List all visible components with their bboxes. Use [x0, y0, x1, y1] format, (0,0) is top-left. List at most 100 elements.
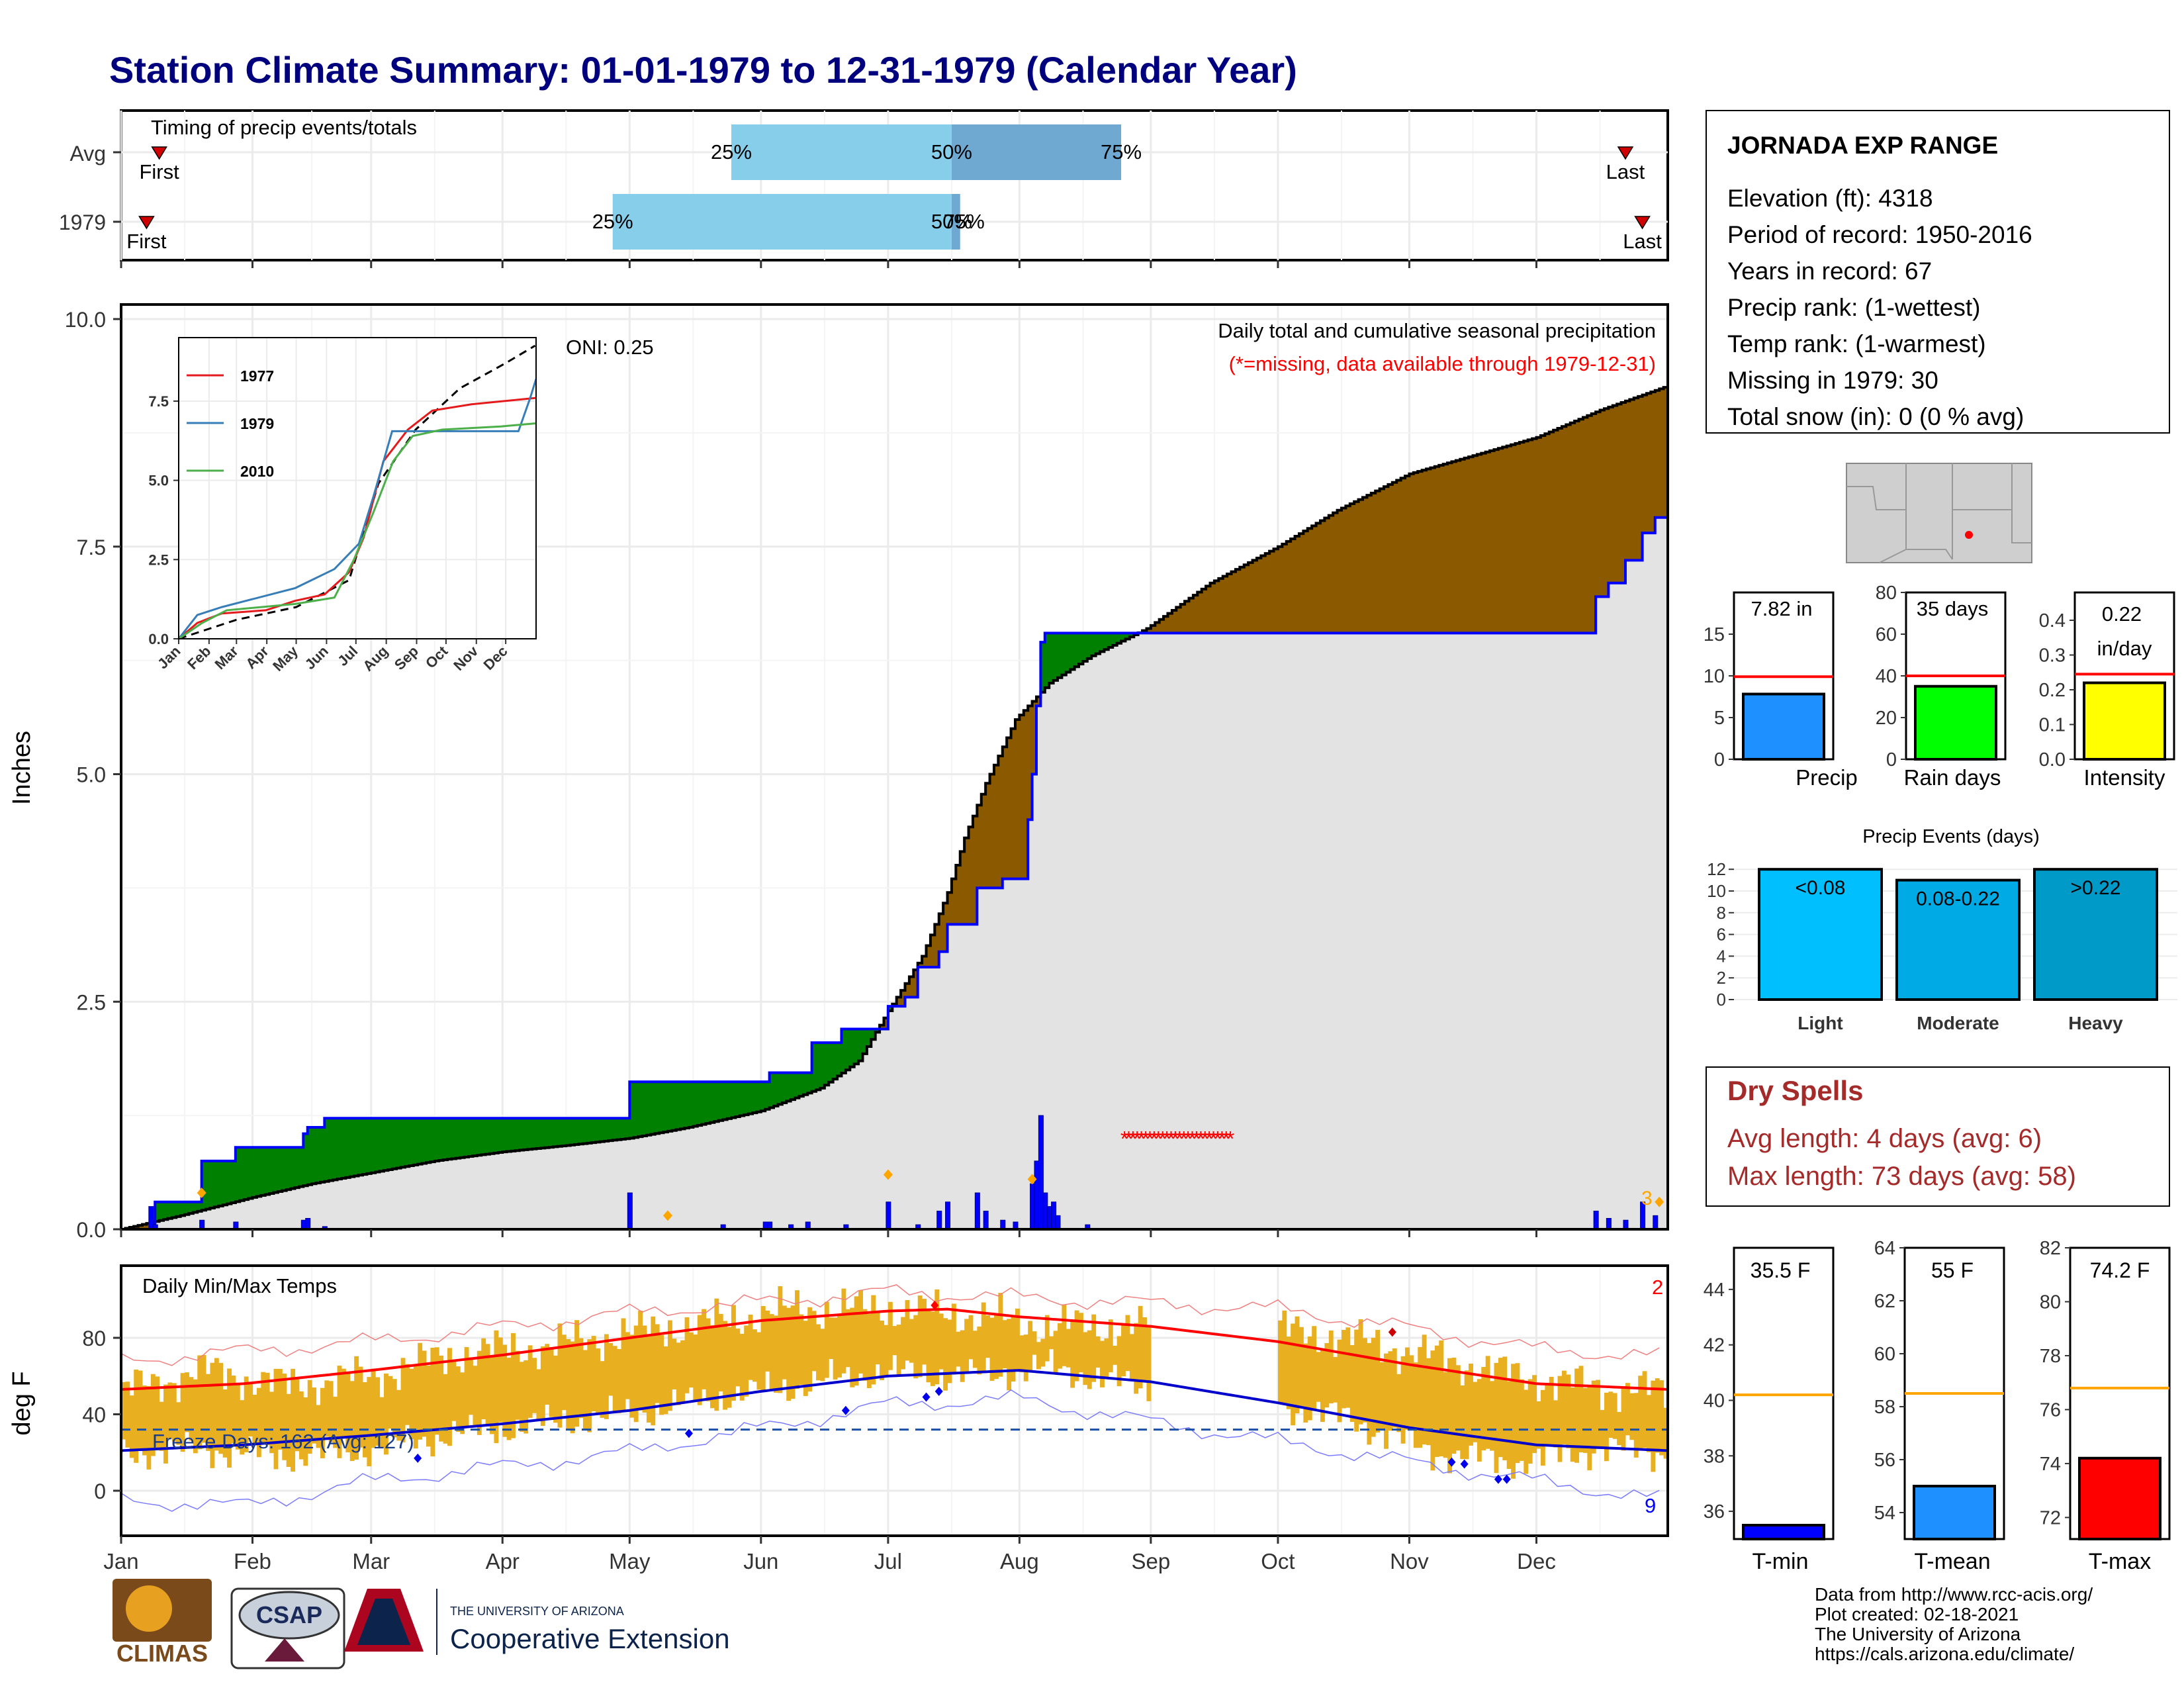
baseline-area: [422, 1163, 427, 1229]
events-bar-heavy: [2033, 868, 2158, 1001]
dry-spell-mark: *: [1142, 1127, 1150, 1151]
deficit-area: [1298, 534, 1304, 633]
surplus-area: [739, 1082, 745, 1116]
baseline-area: [460, 1157, 465, 1229]
baseline-area: [570, 1145, 575, 1229]
credit-created: Plot created: 02-18-2021: [1815, 1604, 2019, 1624]
station-temp-rank: Temp rank: (1-warmest): [1727, 330, 1986, 357]
daily-temp-range-bar: [655, 1324, 660, 1403]
daily-temp-range-bar: [629, 1335, 635, 1418]
baseline-area: [498, 1152, 503, 1229]
baseline-area: [1214, 633, 1219, 1229]
daily-temp-range-bar: [1282, 1310, 1287, 1403]
baseline-area: [1265, 633, 1270, 1229]
missing-day-marker: [883, 1169, 893, 1180]
baseline-area: [536, 1148, 541, 1229]
surplus-area: [752, 1082, 758, 1113]
tmax-summary-ytick-label: 80: [2040, 1291, 2061, 1313]
surplus-area: [651, 1082, 656, 1135]
baseline-area: [1269, 633, 1275, 1229]
deficit-area: [1532, 438, 1537, 633]
daily-temp-range-bar: [527, 1345, 533, 1418]
tmin-summary-ytick-label: 44: [1704, 1280, 1725, 1301]
dry-spell-mark: *: [1222, 1127, 1230, 1151]
deficit-area: [1392, 482, 1397, 633]
surplus-area: [176, 1201, 181, 1217]
daily-temp-range-bar: [1044, 1315, 1050, 1362]
daily-temp-range-bar: [193, 1379, 198, 1454]
daily-temp-range-bar: [1638, 1376, 1643, 1451]
surplus-area: [655, 1082, 660, 1134]
daily-temp-range-bar: [1087, 1330, 1092, 1389]
daily-temp-range-bar: [1142, 1317, 1147, 1381]
precip-panel: ************************** Inches 0.02.5…: [8, 303, 1669, 1242]
surplus-area: [841, 1029, 846, 1073]
baseline-area: [295, 1188, 300, 1229]
daily-temp-range-bar: [1524, 1389, 1529, 1474]
daily-temp-range-bar: [201, 1354, 206, 1443]
map-frame: [1846, 463, 2032, 563]
baseline-area: [1367, 633, 1372, 1229]
intensity-summary-bar: [2083, 681, 2166, 761]
baseline-area: [392, 1168, 397, 1229]
csap-logo-text: CSAP: [256, 1601, 322, 1628]
baseline-area: [981, 888, 986, 1229]
daily-temp-range-bar: [1036, 1342, 1041, 1370]
deficit-area: [917, 962, 923, 967]
daily-temp-range-bar: [646, 1336, 651, 1423]
record-low-count: 9: [1645, 1494, 1656, 1517]
daily-temp-range-bar: [731, 1305, 736, 1401]
daily-temp-range-bar: [1549, 1376, 1554, 1445]
deficit-area: [922, 956, 927, 967]
dry-spell-mark: *: [1179, 1127, 1187, 1151]
daily-temp-range-bar: [993, 1315, 999, 1380]
credit-data: Data from http://www.rcc-acis.org/: [1815, 1584, 2093, 1605]
daily-temp-range-bar: [1511, 1364, 1516, 1479]
baseline-area: [1604, 596, 1609, 1229]
baseline-area: [1422, 633, 1427, 1229]
baseline-area: [464, 1156, 469, 1229]
daily-temp-range-bar: [887, 1301, 893, 1370]
daily-temp-range-bar: [820, 1329, 825, 1382]
surplus-area: [1079, 633, 1084, 665]
baseline-area: [337, 1179, 342, 1229]
baseline-area: [617, 1139, 622, 1229]
baseline-area: [1206, 633, 1211, 1229]
daily-temp-range-bar: [214, 1358, 219, 1451]
baseline-area: [1248, 633, 1253, 1229]
tmean-summary-ytick-label: 56: [1874, 1450, 1895, 1471]
baseline-area: [447, 1159, 453, 1229]
credit-url: https://cals.arizona.edu/climate/: [1815, 1644, 2074, 1664]
daily-temp-range-bar: [1070, 1321, 1075, 1388]
intensity-summary-ytick-label: 0.3: [2039, 645, 2066, 667]
dry-spell-mark: *: [1193, 1127, 1201, 1151]
daily-temp-range-bar: [892, 1326, 897, 1356]
deficit-area: [1291, 538, 1296, 633]
daily-temp-range-bar: [185, 1372, 189, 1432]
daily-temp-range-bar: [1405, 1347, 1410, 1430]
baseline-area: [193, 1212, 198, 1229]
daily-temp-range-bar: [404, 1364, 410, 1425]
deficit-area: [1244, 565, 1249, 633]
surplus-area: [422, 1118, 427, 1164]
daily-temp-range-bar: [362, 1382, 367, 1458]
daily-temp-range-bar: [328, 1381, 334, 1442]
daily-temp-range-bar: [1418, 1346, 1423, 1448]
deficit-area: [1582, 417, 1588, 633]
baseline-area: [252, 1197, 257, 1229]
deficit-area: [1485, 451, 1490, 633]
surplus-area: [193, 1201, 198, 1213]
temp-label: Daily Min/Max Temps: [142, 1274, 337, 1297]
surplus-area: [324, 1118, 330, 1182]
surplus-area: [811, 1043, 817, 1092]
daily-temp-range-bar: [206, 1374, 210, 1451]
timing-bar-25-50: [731, 124, 952, 180]
daily-temp-range-bar: [659, 1335, 664, 1415]
daily-temp-range-bar: [1345, 1327, 1351, 1408]
deficit-area: [1210, 583, 1215, 633]
surplus-area: [837, 1043, 842, 1076]
surplus-area: [858, 1029, 864, 1061]
deficit-area: [1227, 574, 1232, 633]
surplus-area: [608, 1118, 614, 1141]
deficit-area: [1629, 399, 1635, 561]
